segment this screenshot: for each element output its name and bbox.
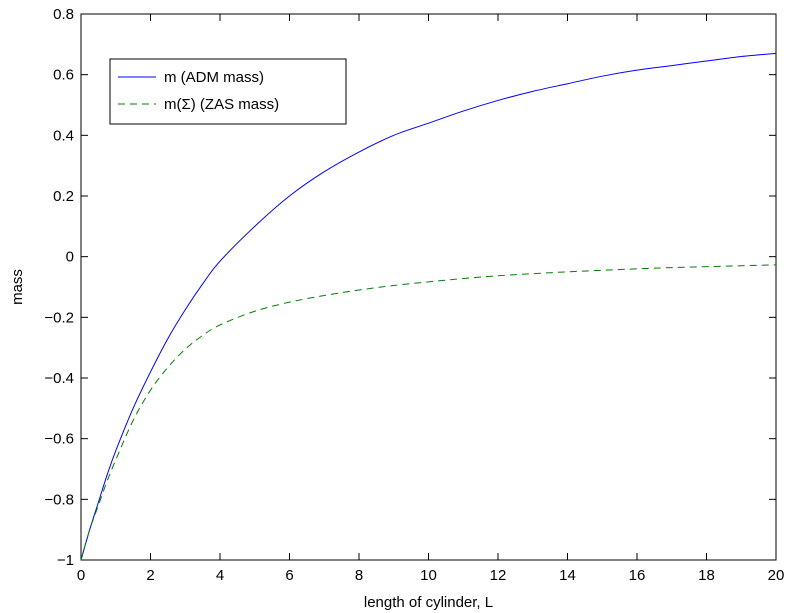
y-tick-label: −0.6 (44, 431, 74, 448)
data-series (80, 52, 777, 561)
y-axis-label: mass (9, 269, 26, 305)
series-line-0 (80, 52, 777, 561)
x-tick-label: 12 (490, 567, 507, 584)
x-tick-label: 14 (559, 567, 576, 584)
y-tick-label: −0.4 (44, 370, 74, 387)
y-tick-label: −0.8 (44, 491, 74, 508)
x-tick-label: 20 (768, 567, 785, 584)
y-tick-label: 0.2 (53, 188, 74, 205)
y-tick-label: 0.4 (53, 127, 74, 144)
y-tick-label: 0.6 (53, 67, 74, 84)
y-tick-label: −0.2 (44, 309, 74, 326)
x-tick-label: 18 (698, 567, 715, 584)
y-tick-label: 0 (66, 249, 74, 266)
y-tick-label: 0.8 (53, 6, 74, 23)
x-tick-label: 6 (285, 567, 293, 584)
legend-label-zas: m(Σ) (ZAS mass) (164, 96, 279, 113)
x-axis-label: length of cylinder, L (364, 594, 493, 611)
legend: m (ADM mass) m(Σ) (ZAS mass) (109, 58, 347, 125)
x-tick-label: 0 (77, 567, 85, 584)
x-tick-label: 10 (420, 567, 437, 584)
x-tick-label: 2 (146, 567, 154, 584)
axis-ticks: 0 2 4 6 8 10 12 14 16 18 20 −1 −0.8 −0.6 −0.4 −0.2 0 0.2 0… (44, 6, 784, 584)
x-tick-label: 4 (216, 567, 224, 584)
x-tick-label: 16 (629, 567, 646, 584)
legend-label-adm: m (ADM mass) (164, 69, 264, 86)
legend-box (109, 58, 347, 125)
series-line-1 (80, 264, 777, 561)
x-tick-label: 8 (355, 567, 363, 584)
y-tick-label: −1 (57, 552, 74, 569)
